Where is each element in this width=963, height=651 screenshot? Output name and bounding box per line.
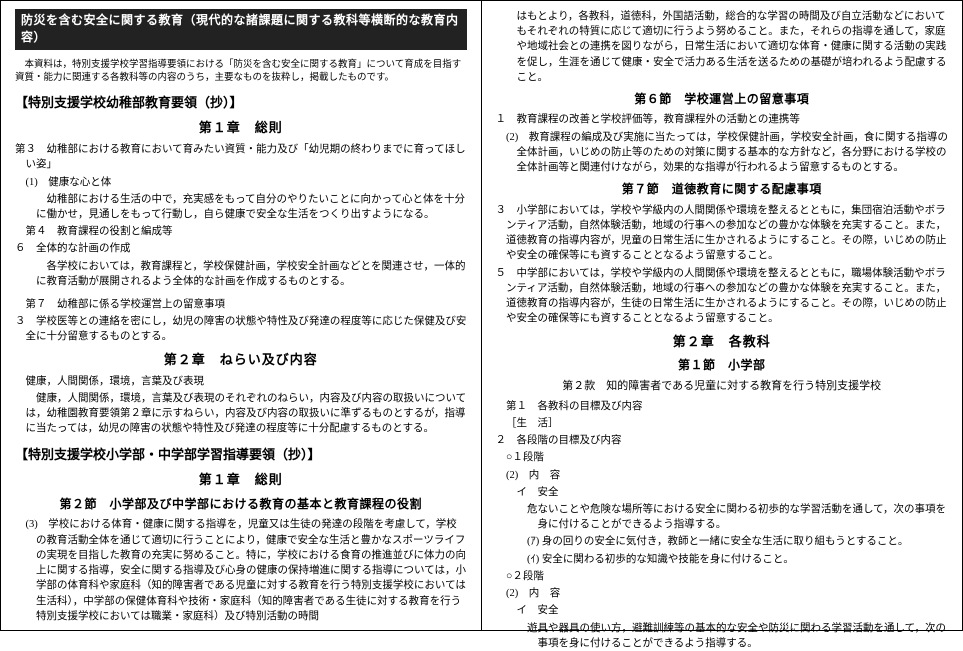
sub-kenkou: 健康，人間関係，環境，言葉及び表現 [15, 374, 467, 389]
item-2-naiyou2: (2) 内 容 [496, 586, 949, 601]
item-2-hensei: (2) 教育課程の編成及び実施に当たっては，学校保健計画，学校安全計画，食に関す… [496, 130, 949, 176]
chapter-1: 第１章 総則 [15, 119, 467, 138]
heading-shougaku: 【特別支援学校小学部・中学部学習指導要領（抄）】 [15, 446, 467, 465]
item-1-kenkou: (1) 健康な心と体 [15, 175, 467, 190]
item-a-minomawari: (ｱ) 身の回りの安全に気付き，教師と一緒に安全な生活に取り組もうとすること。 [496, 534, 949, 549]
item-i-anzen1: イ 安全 [496, 485, 949, 500]
item-dai7: 第７ 幼稚部に係る学校運営上の留意事項 [15, 297, 467, 312]
subsection-2: 第２款 知的障害者である児童に対する教育を行う特別支援学校 [496, 379, 949, 395]
body-yuugu: 遊具や器具の使い方，避難訓練等の基本的な安全や防災に関わる学習活動を通して，次の… [496, 621, 949, 651]
item-dai1-mokuhyou: 第１ 各教科の目標及び内容 [496, 399, 949, 414]
item-1dankai: ○１段階 [496, 450, 949, 465]
body-nerai: 健康，人間関係，環境，言葉及び表現のそれぞれのねらい，内容及び内容の取扱いについ… [15, 391, 467, 437]
page-right: はもとより，各教科，道徳科，外国語活動，総合的な学習の時間及び自立活動などにおい… [482, 0, 963, 631]
item-i-anzenchishiki: (ｲ) 安全に関わる初歩的な知識や技能を身に付けること。 [496, 552, 949, 567]
item-seikatsu: ［生 活］ [496, 416, 949, 431]
item-1-kaizen: １ 教育課程の改善と学校評価等，教育課程外の活動との連携等 [496, 112, 949, 127]
body-zentai: 各学校においては，教育課程と，学校保健計画，学校安全計画などとを関連させ，一体的… [15, 259, 467, 289]
intro-text: 本資料は，特別支援学校学習指導要領における「防災を含む安全に関する教育」について… [15, 58, 467, 85]
item-2-naiyou1: (2) 内 容 [496, 468, 949, 483]
chapter-2r: 第２章 各教科 [496, 333, 949, 352]
section-2: 第２節 小学部及び中学部における教育の基本と教育課程の役割 [15, 496, 467, 513]
item-dai3: 第３ 幼稚部における教育において育みたい資質・能力及び「幼児期の終わりまでに育っ… [15, 142, 467, 172]
section-7: 第７節 道徳教育に関する配慮事項 [496, 181, 949, 198]
body-abunai: 危ないことや危険な場所等における安全に関わる初歩的な学習活動を通して，次の事項を… [496, 502, 949, 532]
item-3-shougaku: ３ 小学部においては，学校や学級内の人間関係や環境を整えるとともに，集団宿泊活動… [496, 203, 949, 264]
item-5-chuugaku: ５ 中学部においては，学校や学級内の人間関係や環境を整えるとともに，職場体験活動… [496, 266, 949, 327]
heading-youchi: 【特別支援学校幼稚部教育要領（抄）】 [15, 94, 467, 113]
item-6-zentai: ６ 全体的な計画の作成 [15, 241, 467, 256]
item-3-taiiku: (3) 学校における体育・健康に関する指導を，児童又は生徒の発達の段階を考慮して… [15, 517, 467, 624]
chapter-1b: 第１章 総則 [15, 471, 467, 490]
item-3-gakkoui: ３ 学校医等との連絡を密にし，幼児の障害の状態や特性及び発達の程度等に応じた保健… [15, 314, 467, 344]
item-2dankai: ○２段階 [496, 569, 949, 584]
section-1r: 第１節 小学部 [496, 357, 949, 374]
body-kenkou: 幼稚部における生活の中で，充実感をもって自分のやりたいことに向かって心と体を十分… [15, 192, 467, 222]
item-2-dankai: ２ 各段階の目標及び内容 [496, 433, 949, 448]
section-6: 第６節 学校運営上の留意事項 [496, 91, 949, 108]
item-dai4: 第４ 教育課程の役割と編成等 [15, 224, 467, 239]
item-i-anzen2: イ 安全 [496, 603, 949, 618]
page-left: 防災を含む安全に関する教育（現代的な諸課題に関する教科等横断的な教育内容） 本資… [0, 0, 482, 631]
cont-text: はもとより，各教科，道徳科，外国語活動，総合的な学習の時間及び自立活動などにおい… [496, 9, 949, 85]
banner: 防災を含む安全に関する教育（現代的な諸課題に関する教科等横断的な教育内容） [15, 9, 467, 50]
chapter-2: 第２章 ねらい及び内容 [15, 351, 467, 370]
